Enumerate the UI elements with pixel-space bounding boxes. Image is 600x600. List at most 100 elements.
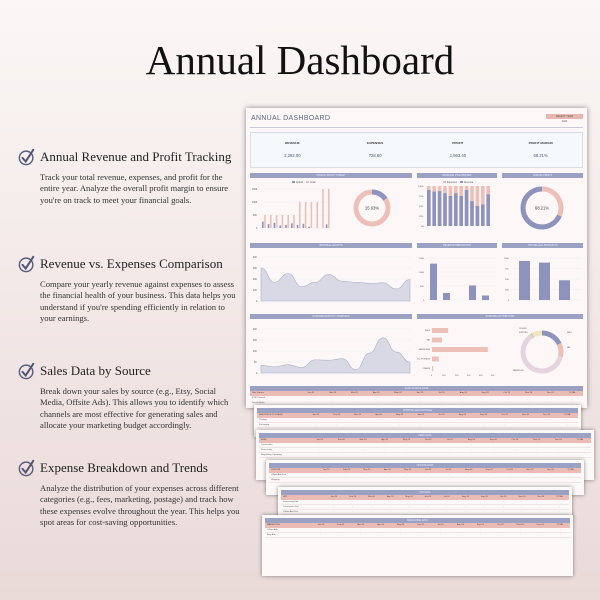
revenue-vs-expenses-chart: REVENUE VS EXPENSES Expenses Revenue 100… bbox=[417, 173, 497, 238]
panel-header: REVENUE GROWTH bbox=[250, 243, 412, 248]
rev-exp-stacked-bars: Expenses Revenue 100% 75% 50% 25% 0% bbox=[418, 181, 490, 228]
table-row: Shipping · · · · · · · · · · · · · bbox=[269, 478, 581, 483]
svg-text:100: 100 bbox=[253, 351, 258, 353]
table-title: SHIPPING AND POSTAGE bbox=[257, 408, 578, 413]
panel-header: EXPENSE DISTRIBUTION bbox=[417, 314, 583, 319]
kpi-profit-margin: PROFIT MARGIN 68.21% bbox=[499, 133, 582, 167]
svg-text:1500: 1500 bbox=[252, 189, 258, 191]
svg-text:25%: 25% bbox=[419, 216, 423, 218]
svg-text:0: 0 bbox=[431, 375, 433, 377]
svg-text:0: 0 bbox=[508, 300, 510, 302]
table-title: SALE SOURCE DATA bbox=[250, 386, 583, 391]
svg-text:0: 0 bbox=[256, 301, 258, 303]
svg-text:100%: 100% bbox=[418, 186, 424, 188]
table-card-vat: VAT DATA VAT Jan-24 Feb-24 Mar-24 Apr-24 May-2… bbox=[278, 487, 572, 520]
svg-text:1000: 1000 bbox=[252, 202, 258, 204]
svg-text:50%: 50% bbox=[419, 206, 423, 208]
year-selector-value[interactable]: 2024 bbox=[561, 120, 568, 123]
annual-profit-donut: 68.21% bbox=[520, 186, 564, 230]
svg-text:150: 150 bbox=[253, 340, 258, 342]
table-row: Packaging · · · · · · · · · · · · · bbox=[257, 423, 578, 428]
table-header-row: VAT Jan-24 Feb-24 Mar-24 Apr-24 May-24 Jun-24 J… bbox=[281, 495, 569, 500]
svg-text:MARKETING: MARKETING bbox=[419, 348, 431, 351]
svg-text:100: 100 bbox=[442, 375, 446, 377]
svg-text:0%: 0% bbox=[421, 226, 424, 228]
table-title: MARKETING DATA bbox=[265, 518, 570, 523]
revenue-breakdown-bars: 1500 1000 500 0 bbox=[419, 257, 495, 302]
year-selector-label: SELECT YEAR bbox=[546, 114, 583, 119]
feature-item: Expense Breakdown and Trends Analyze the… bbox=[18, 459, 240, 528]
feature-description: Break down your sales by source (e.g., E… bbox=[40, 386, 229, 430]
table-row: Postage · · · · · · · · · · · · · bbox=[257, 418, 578, 423]
svg-text:500: 500 bbox=[253, 215, 258, 217]
svg-text:50: 50 bbox=[254, 362, 257, 364]
svg-text:1500: 1500 bbox=[419, 258, 425, 260]
table-card-marketing: MARKETING DATA MARKETING Jan-24 Feb-24 Mar-2… bbox=[262, 515, 573, 576]
svg-text:500: 500 bbox=[505, 279, 509, 281]
feature-description: Analyze the distribution of your expense… bbox=[40, 483, 240, 527]
kpi-label: PROFIT bbox=[452, 141, 464, 145]
feature-heading: Annual Revenue and Profit Tracking bbox=[40, 149, 232, 164]
svg-text:300: 300 bbox=[467, 375, 471, 377]
annual-profit-chart: ANNUAL PROFIT 68.21% bbox=[502, 173, 583, 238]
panel-header: TOP SELLING PRODUCTS bbox=[502, 243, 583, 248]
kpi-label: PROFIT MARGIN bbox=[528, 141, 553, 145]
svg-text:750: 750 bbox=[505, 269, 509, 271]
panel-header: REVENUE VS EXPENSES bbox=[417, 173, 497, 178]
expense-distribution-chart: EXPENSE DISTRIBUTION FEES VAT MARKETING SHI… bbox=[410, 314, 583, 382]
expense-distribution-visual: FEES VAT MARKETING SHIPPING & POSTAGE OTHERS… bbox=[410, 328, 572, 377]
expense-overview-chart: EXPENSE MONTHLY OVERVIEW 200 150 100 50 0 bbox=[250, 314, 412, 382]
year-selector[interactable]: SELECT YEAR 2024 bbox=[546, 114, 583, 124]
check-circle-icon bbox=[18, 255, 35, 273]
feature-heading: Expense Breakdown and Trends bbox=[40, 460, 208, 475]
svg-text:400: 400 bbox=[479, 375, 483, 377]
svg-text:0: 0 bbox=[256, 373, 258, 375]
top-products-bars: 1000 750 500 250 0 bbox=[504, 257, 581, 302]
panel-header: ANNUAL PROFIT TARGET bbox=[250, 173, 412, 178]
svg-text:200: 200 bbox=[455, 375, 459, 377]
feature-description: Track your total revenue, expenses, and … bbox=[40, 172, 229, 205]
dashboard-title: ANNUAL DASHBOARD bbox=[251, 115, 331, 122]
table-row: Processing Fee · · · · · · · · · · · · · bbox=[281, 500, 569, 505]
svg-text:400: 400 bbox=[253, 257, 258, 259]
table-row: Transaction · · · · · · · · · · · · · bbox=[259, 443, 591, 448]
feature-item: Revenue vs. Expenses Comparison Compare … bbox=[18, 255, 240, 324]
kpi-label: EXPENSES bbox=[367, 141, 384, 145]
kpi-value: 2,292.00 bbox=[284, 153, 301, 158]
svg-text:Revenue: Revenue bbox=[464, 182, 474, 184]
table-header-row: OFFSITE Jan-24 Feb-24 Mar-24 Apr-24 May-24 Jun… bbox=[269, 468, 581, 473]
svg-text:FEES: FEES bbox=[425, 330, 431, 332]
svg-text:0: 0 bbox=[256, 228, 258, 230]
svg-text:Goal: Goal bbox=[310, 181, 316, 184]
check-circle-icon bbox=[18, 362, 35, 380]
table-row: Offsite Ads Fee · · · · · · · · · · · · · bbox=[269, 473, 581, 478]
table-title: FEES DATA bbox=[259, 433, 591, 438]
feature-description: Compare your yearly revenue against expe… bbox=[40, 279, 236, 323]
feature-heading: Revenue vs. Expenses Comparison bbox=[40, 256, 223, 271]
divider bbox=[250, 127, 583, 128]
svg-text:300: 300 bbox=[253, 268, 258, 270]
table-row: Etsy Ads · · · · · · · · · · · · · bbox=[265, 533, 570, 538]
panel-header: EXPENSE MONTHLY OVERVIEW bbox=[250, 314, 412, 319]
svg-text:250: 250 bbox=[505, 290, 509, 292]
svg-text:68.21%: 68.21% bbox=[535, 206, 549, 211]
revenue-breakdown-chart: REVENUE BREAKDOWN 1500 1000 500 0 bbox=[417, 243, 497, 309]
table-row: ETSY Search · · · · · · · · · · · · · bbox=[252, 397, 573, 399]
dashboard-sheet: ANNUAL DASHBOARD SELECT YEAR 2024 REVENU… bbox=[246, 108, 587, 408]
svg-text:Actual: Actual bbox=[296, 181, 303, 184]
svg-text:FEES: FEES bbox=[567, 332, 572, 334]
kpi-value: 1,563.40 bbox=[449, 153, 467, 158]
svg-text:1000: 1000 bbox=[504, 258, 510, 260]
svg-text:SHIPPING: SHIPPING bbox=[519, 332, 528, 334]
svg-text:MARKETING: MARKETING bbox=[513, 369, 524, 372]
kpi-expenses: EXPENSES 728.60 bbox=[334, 133, 417, 167]
table-header-row: FEES Jan-24 Feb-24 Mar-24 Apr-24 May-24 Jun-24… bbox=[259, 438, 591, 443]
panel-header: ANNUAL PROFIT bbox=[502, 173, 583, 178]
profit-target-chart: ANNUAL PROFIT TARGET Actual Goal 1500 100… bbox=[250, 173, 412, 238]
kpi-revenue: REVENUE 2,292.00 bbox=[251, 133, 334, 167]
svg-text:OTHERS: OTHERS bbox=[519, 328, 527, 330]
svg-text:0: 0 bbox=[423, 300, 425, 302]
profit-target-bars: Actual Goal 1500 1000 500 0 15.63% bbox=[252, 181, 391, 230]
kpi-summary: REVENUE 2,292.00 EXPENSES 728.60 PROFIT 1,5… bbox=[250, 132, 583, 168]
svg-text:SHIPPING & POSTAGE: SHIPPING & POSTAGE bbox=[417, 358, 431, 361]
